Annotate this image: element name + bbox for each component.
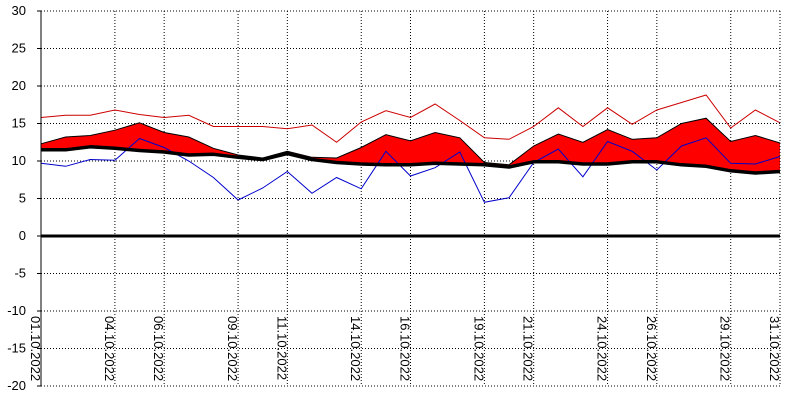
x-tick-label: 01.10.2022 [28,316,43,381]
x-tick-label: 16.10.2022 [398,316,413,381]
x-tick-label: 11.10.2022 [274,316,289,380]
y-tick-label: 10 [12,153,26,168]
x-tick-label: 29.10.2022 [718,316,733,381]
x-tick-label: 04.10.2022 [102,316,117,381]
mean-lower-line [41,145,781,175]
max-series-line [40,94,781,143]
x-tick-label: 26.10.2022 [644,316,659,381]
x-tick-label: 24.10.2022 [595,316,610,381]
x-tick-labels: 01.10.2022 04.10.2022 06.10.2022 09.10.2022… [28,316,782,381]
y-tick-label: 20 [12,78,26,93]
y-tick-label: -5 [14,266,26,281]
y-tick-label: 0 [19,228,26,243]
y-tick-labels: 30 25 20 15 10 5 0 -5 -10 -15 -20 [7,3,26,393]
y-tick-label: -15 [7,341,26,356]
axes [37,10,781,387]
y-tick-label: 30 [12,3,26,18]
x-tick-label: 19.10.2022 [471,316,486,381]
y-tick-label: 15 [12,116,26,131]
y-tick-label: -20 [7,378,26,393]
y-tick-label: 5 [19,191,26,206]
x-tick-label: 31.10.2022 [767,316,782,381]
x-tick-label: 09.10.2022 [225,316,240,381]
mean-band-upper-line [40,117,781,166]
min-series-line [40,137,781,203]
y-tick-label: -10 [7,303,26,318]
x-tick-label: 06.10.2022 [151,316,166,381]
x-tick-label: 21.10.2022 [521,316,536,381]
series [40,94,781,238]
x-tick-label: 14.10.2022 [348,316,363,381]
y-tick-label: 25 [12,41,26,56]
